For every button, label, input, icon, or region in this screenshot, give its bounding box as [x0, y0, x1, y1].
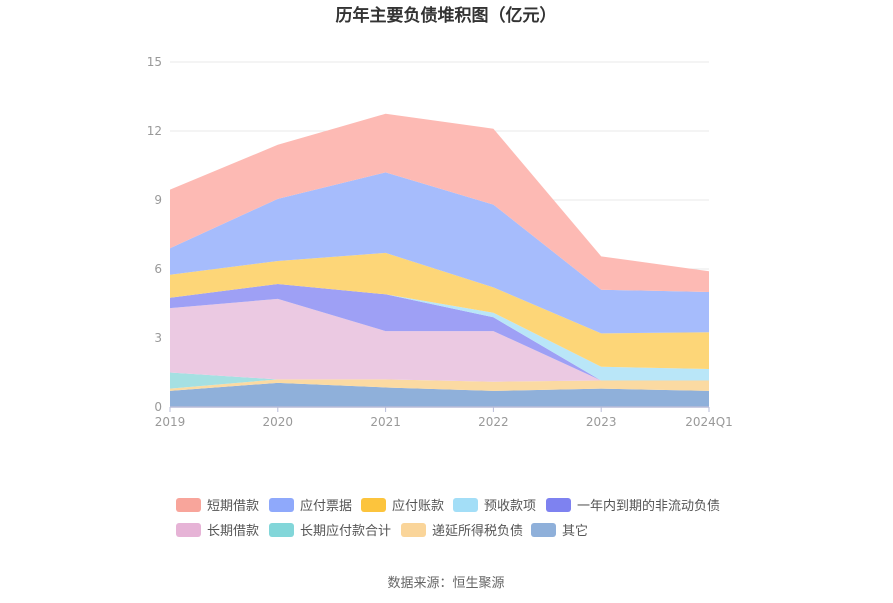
area-series-5 — [170, 283, 709, 381]
x-tick-label: 2021 — [370, 415, 401, 429]
area-series-group — [170, 113, 709, 407]
legend-label[interactable]: 一年内到期的非流动负债 — [577, 498, 720, 514]
x-tick-label: 2023 — [586, 415, 617, 429]
y-tick-label: 3 — [154, 331, 162, 345]
x-tick-label: 2024Q1 — [685, 415, 733, 429]
legend-swatch[interactable] — [269, 523, 294, 537]
legend-swatch[interactable] — [531, 523, 556, 537]
y-tick-label: 12 — [147, 124, 162, 138]
x-tick-label: 2020 — [263, 415, 294, 429]
y-tick-label: 0 — [154, 400, 162, 414]
legend-swatch[interactable] — [269, 498, 294, 512]
legend-swatch[interactable] — [176, 523, 201, 537]
legend-label[interactable]: 长期应付款合计 — [300, 523, 391, 539]
legend-label[interactable]: 递延所得税负债 — [432, 523, 523, 539]
source-note: 数据来源：恒生聚源 — [387, 576, 504, 591]
legend-swatch[interactable] — [361, 498, 386, 512]
x-tick-label: 2019 — [155, 415, 186, 429]
x-tick-label: 2022 — [478, 415, 509, 429]
axes: 0 3 6 9 12 15 2019 2020 2021 2022 2023 2024Q1 — [147, 55, 733, 429]
area-series-0 — [170, 382, 709, 407]
legend-label[interactable]: 长期借款 — [207, 524, 259, 539]
area-series-3 — [170, 298, 709, 382]
area-series-7 — [170, 172, 709, 334]
legend-label[interactable]: 应付账款 — [392, 498, 444, 514]
legend-swatch[interactable] — [176, 498, 201, 512]
legend-label[interactable]: 预收款项 — [484, 499, 536, 514]
chart-title: 历年主要负债堆积图（亿元） — [336, 5, 557, 26]
y-tick-label: 6 — [154, 262, 162, 276]
area-series-1 — [170, 379, 709, 391]
legend-swatch[interactable] — [401, 523, 426, 537]
area-series-8 — [170, 113, 709, 292]
legend-label[interactable]: 应付票据 — [300, 498, 352, 514]
legend-swatch[interactable] — [546, 498, 571, 512]
legend-swatch[interactable] — [453, 498, 478, 512]
area-series-4 — [170, 283, 709, 381]
y-tick-label: 9 — [154, 193, 162, 207]
legend-label[interactable]: 短期借款 — [207, 499, 259, 514]
legend-label[interactable]: 其它 — [562, 523, 588, 539]
y-tick-label: 15 — [147, 55, 162, 69]
area-series-6 — [170, 252, 709, 370]
